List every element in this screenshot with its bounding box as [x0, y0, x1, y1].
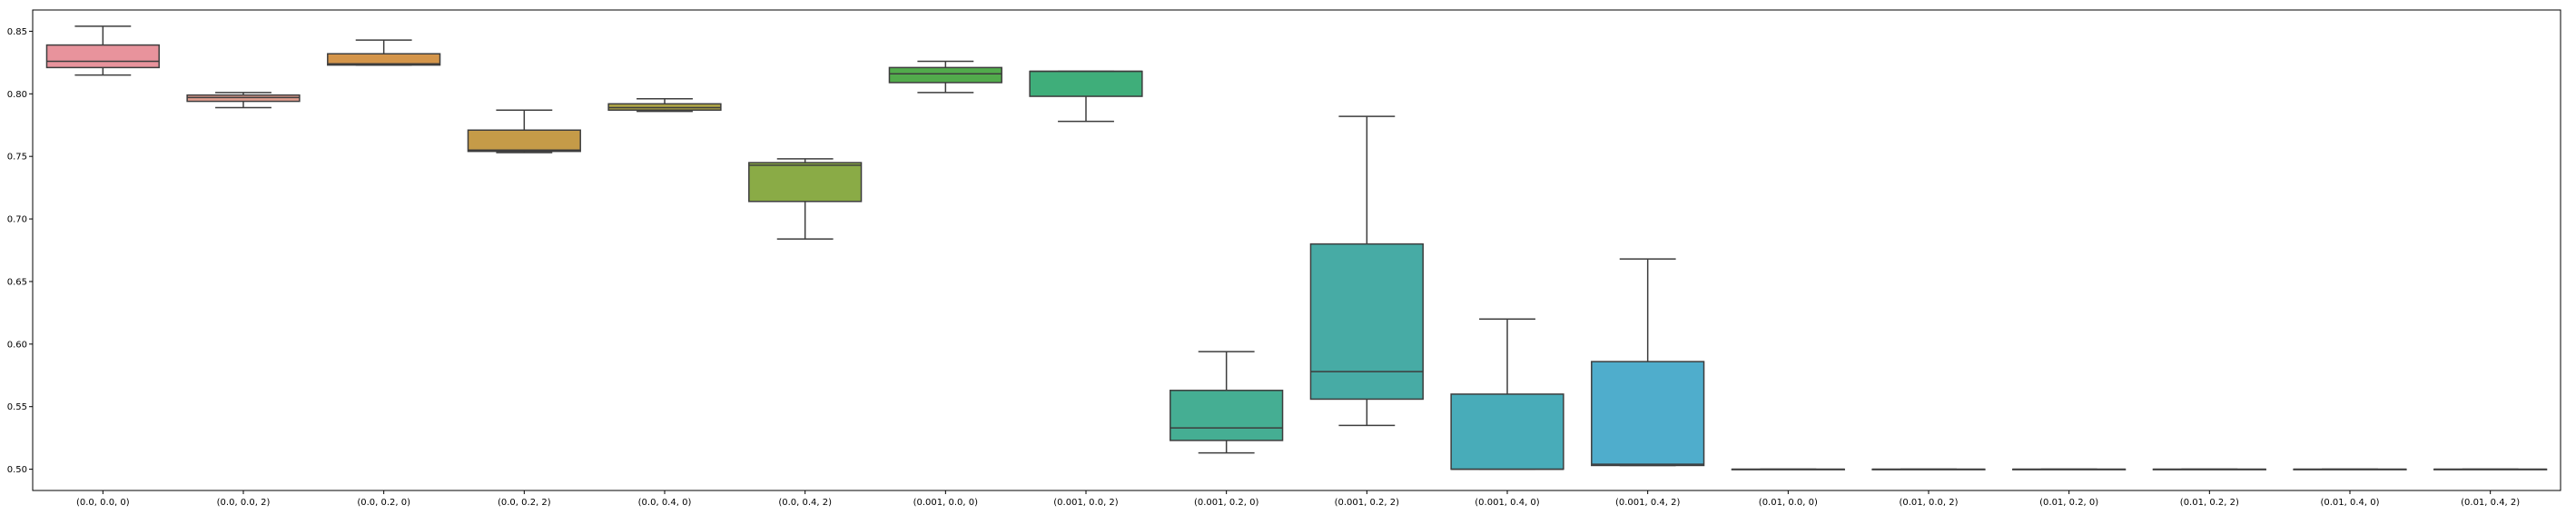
plot-frame: [32, 9, 2561, 491]
y-tick-label: 0.70: [7, 215, 27, 225]
y-tick-label: 0.75: [7, 153, 27, 163]
box-group: [2433, 468, 2548, 471]
x-tick-label: (0.0, 0.0, 0): [76, 498, 130, 508]
box-group: [1450, 318, 1564, 471]
box-group: [607, 98, 722, 113]
box-group: [2152, 468, 2266, 471]
box-group: [467, 109, 581, 154]
x-tick-label: (0.0, 0.2, 0): [357, 498, 410, 508]
box-group: [1731, 468, 1845, 471]
x-tick-label: (0.001, 0.4, 0): [1475, 498, 1540, 508]
box-iqr: [45, 44, 160, 69]
box-group: [888, 60, 1002, 94]
x-tick-label: (0.0, 0.2, 2): [498, 498, 551, 508]
box-group: [2293, 468, 2407, 471]
box-group: [1029, 70, 1143, 123]
box-iqr: [748, 162, 863, 203]
x-tick-label: (0.01, 0.0, 0): [1759, 498, 1818, 508]
box-group: [748, 158, 863, 240]
box-group: [327, 39, 441, 66]
y-tick-label: 0.55: [7, 402, 27, 412]
x-axis: (0.0, 0.0, 0) (0.0, 0.0, 2) (0.0, 0.2, 0) (…: [76, 490, 2520, 508]
box-iqr: [888, 66, 1002, 84]
box-group: [2012, 468, 2127, 471]
box-iqr: [1450, 393, 1564, 471]
x-tick-label: (0.01, 0.4, 0): [2320, 498, 2379, 508]
x-tick-label: (0.001, 0.0, 2): [1053, 498, 1119, 508]
y-tick-label: 0.65: [7, 277, 27, 287]
box-group: [1170, 351, 1284, 454]
box-group: [1591, 258, 1705, 467]
x-tick-label: (0.001, 0.0, 0): [913, 498, 979, 508]
box-iqr: [1170, 390, 1284, 441]
y-axis: 0.50 0.55 0.60 0.65 0.70 0.75 0.80 0.85: [7, 27, 33, 475]
x-tick-label: (0.01, 0.2, 2): [2180, 498, 2239, 508]
x-tick-label: (0.001, 0.2, 0): [1194, 498, 1259, 508]
x-tick-label: (0.01, 0.0, 2): [1899, 498, 1958, 508]
x-tick-label: (0.0, 0.0, 2): [217, 498, 271, 508]
x-tick-label: (0.0, 0.4, 2): [778, 498, 832, 508]
box-group: [1309, 115, 1424, 427]
box-group: [186, 92, 301, 109]
box-iqr: [1591, 361, 1705, 467]
box-group: [45, 25, 160, 76]
box-iqr: [1309, 243, 1424, 401]
y-tick-label: 0.80: [7, 90, 27, 100]
x-tick-label: (0.0, 0.4, 0): [638, 498, 692, 508]
y-tick-label: 0.60: [7, 340, 27, 350]
y-tick-label: 0.85: [7, 27, 27, 37]
x-tick-label: (0.001, 0.4, 2): [1615, 498, 1681, 508]
box-group: [1871, 468, 1986, 471]
y-tick-label: 0.50: [7, 465, 27, 475]
x-tick-label: (0.01, 0.4, 2): [2461, 498, 2520, 508]
box-series: [45, 25, 2548, 471]
box-iqr: [327, 53, 441, 66]
box-iqr: [467, 129, 581, 153]
box-iqr: [1029, 70, 1143, 97]
x-tick-label: (0.01, 0.2, 0): [2039, 498, 2098, 508]
x-tick-label: (0.001, 0.2, 2): [1335, 498, 1400, 508]
